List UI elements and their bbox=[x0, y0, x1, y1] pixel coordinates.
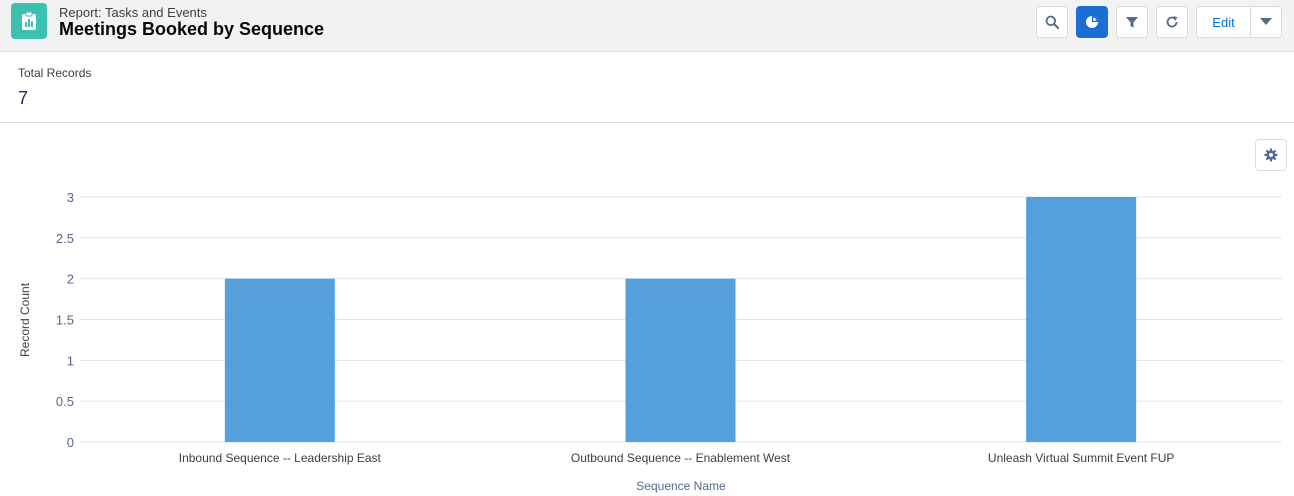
y-tick-label: 2.5 bbox=[56, 231, 74, 246]
filter-icon bbox=[1126, 17, 1138, 28]
search-button[interactable] bbox=[1036, 6, 1068, 38]
bar-chart: 0 0.5 1 1.5 2 2.5 3 Inbound Sequence -- Leaders… bbox=[18, 190, 1282, 493]
page-title: Meetings Booked by Sequence bbox=[59, 19, 325, 39]
filter-button[interactable] bbox=[1116, 6, 1148, 38]
x-category-label: Unleash Virtual Summit Event FUP bbox=[988, 451, 1175, 465]
x-category-label: Inbound Sequence -- Leadership East bbox=[179, 451, 382, 465]
refresh-button[interactable] bbox=[1156, 6, 1188, 38]
summary-bar: Total Records 7 bbox=[0, 52, 1294, 123]
y-tick-label: 0.5 bbox=[56, 394, 74, 409]
pie-chart-icon bbox=[1086, 16, 1098, 28]
y-tick-label: 3 bbox=[67, 190, 74, 205]
report-clipboard-icon bbox=[11, 3, 47, 39]
report-type-label: Report: Tasks and Events bbox=[59, 5, 207, 20]
bar bbox=[224, 278, 335, 442]
edit-menu-button[interactable] bbox=[1251, 7, 1281, 37]
y-axis-title: Record Count bbox=[18, 282, 32, 357]
y-tick-label: 1.5 bbox=[56, 313, 74, 328]
toggle-chart-button[interactable] bbox=[1076, 6, 1108, 38]
edit-button[interactable]: Edit bbox=[1197, 7, 1251, 37]
total-records-value: 7 bbox=[18, 88, 29, 108]
x-axis-title: Sequence Name bbox=[636, 479, 726, 493]
gear-icon bbox=[1264, 148, 1278, 162]
x-category-label: Outbound Sequence -- Enablement West bbox=[571, 451, 791, 465]
chevron-down-icon bbox=[1260, 18, 1272, 25]
report-header: Report: Tasks and Events Meetings Booked… bbox=[0, 0, 1294, 52]
bar bbox=[1026, 197, 1137, 442]
edit-button-group: Edit bbox=[1196, 6, 1282, 38]
search-icon bbox=[1045, 15, 1059, 29]
y-tick-label: 0 bbox=[67, 435, 74, 450]
chart-settings-button[interactable] bbox=[1255, 139, 1287, 171]
bar bbox=[625, 278, 736, 442]
total-records-label: Total Records bbox=[18, 66, 92, 80]
y-tick-label: 1 bbox=[67, 353, 74, 368]
y-tick-label: 2 bbox=[67, 272, 74, 287]
refresh-icon bbox=[1166, 16, 1178, 28]
